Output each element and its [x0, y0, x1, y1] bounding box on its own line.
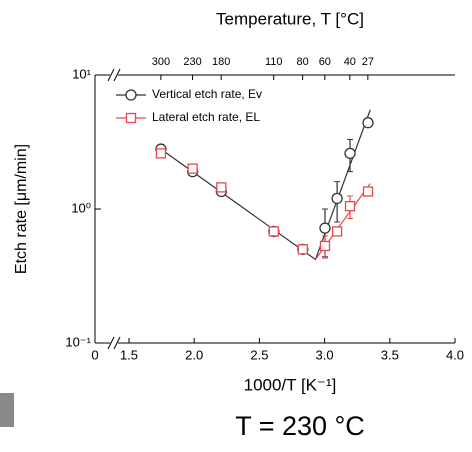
point [344, 201, 356, 212]
image-fragment [0, 393, 14, 427]
y-axis-label: Etch rate [μm/min] [13, 144, 30, 274]
x2-tick-label: 27 [362, 56, 374, 68]
legend-marker [125, 89, 137, 101]
fit-line [160, 109, 371, 261]
x2-tick-label: 80 [297, 56, 309, 68]
chart-title: Temperature, T [°C] [216, 9, 364, 28]
y-tick-label: 10¹ [72, 66, 91, 81]
legend-marker [125, 112, 137, 124]
point [319, 222, 331, 234]
x-tick-label: 2.5 [250, 347, 268, 362]
point [362, 186, 374, 197]
axis-break [107, 68, 121, 350]
x-axis-label: 1000/T [K⁻¹] [244, 375, 337, 394]
point [268, 226, 280, 237]
x2-tick-label: 110 [265, 56, 283, 68]
point [297, 244, 308, 255]
x2-tick-label: 60 [319, 56, 331, 68]
legend-label: Lateral etch rate, EL [152, 110, 260, 124]
y-tick-label: 10⁰ [71, 200, 91, 215]
point [331, 226, 343, 237]
point [216, 182, 227, 193]
point [331, 192, 343, 205]
point [319, 240, 331, 252]
x-tick-label: 0 [91, 347, 98, 362]
x-tick-label: 1.5 [120, 347, 138, 362]
x2-tick-label: 40 [344, 56, 356, 68]
point [344, 147, 356, 160]
point [362, 117, 374, 129]
legend-label: Vertical etch rate, Ev [152, 87, 262, 101]
point [155, 148, 167, 159]
x2-tick-label: 180 [212, 56, 230, 68]
x2-tick-label: 230 [183, 56, 201, 68]
x-tick-label: 4.0 [446, 347, 464, 362]
x-tick-label: 3.0 [316, 347, 334, 362]
x2-tick-label: 300 [152, 56, 170, 68]
y-tick-label: 10⁻¹ [65, 334, 91, 349]
annotation: T = 230 °C [235, 411, 365, 441]
x-tick-label: 3.5 [381, 347, 399, 362]
x-tick-label: 2.0 [185, 347, 203, 362]
point [187, 163, 198, 174]
